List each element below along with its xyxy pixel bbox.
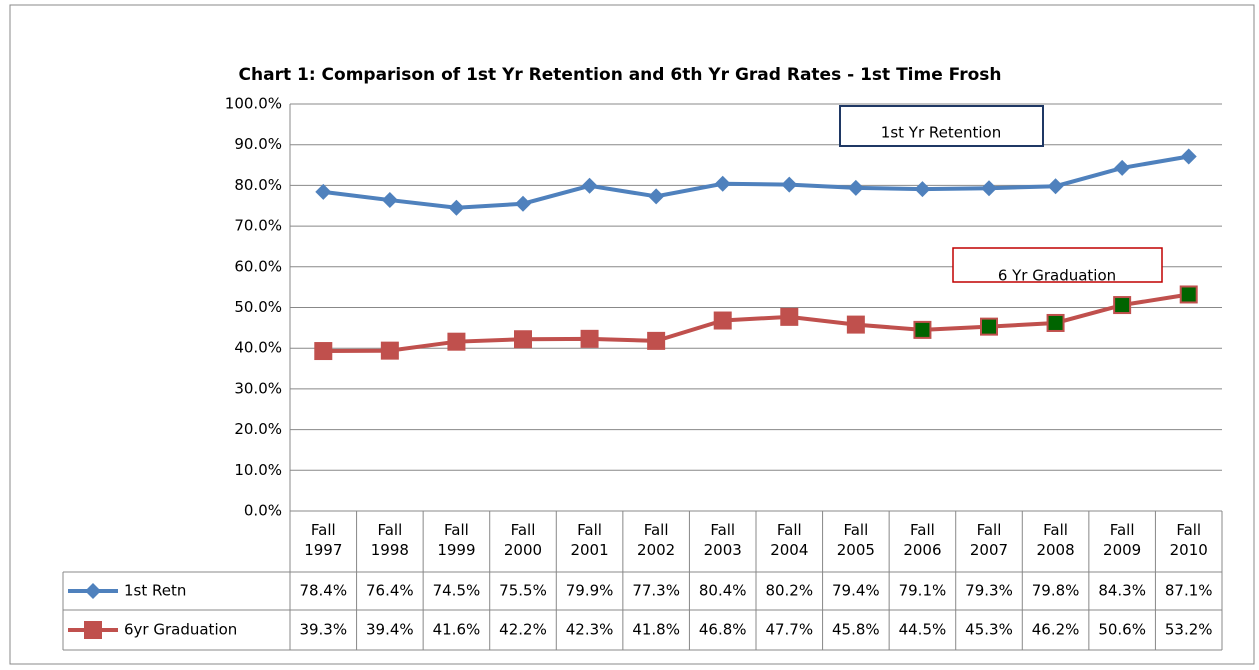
x-tick-label: Fall 1998 <box>370 521 409 559</box>
annotation: 1st Yr Retention <box>881 124 1001 142</box>
value-label: 42.3% <box>566 621 614 639</box>
y-tick-label: 0.0% <box>244 502 282 520</box>
value-label: 78.4% <box>299 582 347 600</box>
y-tick-label: 40.0% <box>234 339 282 357</box>
annotation-box <box>952 247 1163 283</box>
chart-border <box>9 4 1255 665</box>
x-tick-label: Fall 2009 <box>1103 521 1142 559</box>
marker <box>847 179 864 196</box>
marker <box>914 181 931 198</box>
value-label: 45.3% <box>965 621 1013 639</box>
marker <box>515 195 531 212</box>
value-label: 46.8% <box>699 621 747 639</box>
value-label: 42.2% <box>499 621 547 639</box>
annotation: 6 Yr Graduation <box>998 267 1116 285</box>
chart-title: Chart 1: Comparison of 1st Yr Retention … <box>239 65 1002 85</box>
x-tick-label: Fall 2008 <box>1036 521 1075 559</box>
x-tick-label: Fall 2000 <box>503 521 543 559</box>
value-label: 75.5% <box>499 582 547 600</box>
x-tick-label: Fall 2001 <box>570 521 609 559</box>
x-tick-label: Fall 1997 <box>304 521 343 559</box>
legend-label: 1st Retn <box>124 582 186 600</box>
marker <box>1180 148 1197 165</box>
marker <box>1113 296 1132 315</box>
value-label: 79.3% <box>965 582 1013 600</box>
x-tick-label: Fall 2007 <box>969 521 1009 559</box>
legend-label: 6yr Graduation <box>124 621 237 639</box>
value-label: 50.6% <box>1098 621 1146 639</box>
x-tick-label: Fall 2010 <box>1169 521 1208 559</box>
marker <box>381 192 398 209</box>
marker <box>1114 159 1131 176</box>
y-tick-label: 10.0% <box>234 461 282 479</box>
value-label: 79.4% <box>832 582 880 600</box>
value-label: 46.2% <box>1032 621 1080 639</box>
y-tick-label: 60.0% <box>234 257 282 275</box>
value-label: 41.6% <box>433 621 481 639</box>
y-tick-label: 90.0% <box>234 135 282 153</box>
marker <box>713 311 732 330</box>
marker <box>647 331 666 350</box>
series-line <box>323 292 1190 354</box>
marker <box>448 199 465 216</box>
marker <box>780 307 799 326</box>
marker <box>380 341 399 360</box>
marker <box>781 176 798 193</box>
marker <box>648 188 665 205</box>
y-tick-label: 80.0% <box>234 176 282 194</box>
marker <box>1046 313 1065 332</box>
y-tick-label: 70.0% <box>234 217 282 235</box>
x-tick-label: Fall 2002 <box>637 521 676 559</box>
marker <box>580 329 599 348</box>
value-label: 47.7% <box>765 621 813 639</box>
marker <box>84 621 102 639</box>
x-tick-label: Fall 2005 <box>836 521 875 559</box>
value-label: 39.3% <box>299 621 347 639</box>
marker <box>1179 285 1198 304</box>
value-label: 80.2% <box>765 582 813 600</box>
marker <box>514 330 532 349</box>
marker <box>1047 178 1064 195</box>
value-label: 80.4% <box>699 582 747 600</box>
marker <box>315 183 332 200</box>
marker <box>980 317 998 336</box>
value-label: 87.1% <box>1165 582 1213 600</box>
annotation-box <box>839 105 1044 147</box>
value-label: 44.5% <box>899 621 947 639</box>
value-label: 79.8% <box>1032 582 1080 600</box>
marker <box>981 180 997 197</box>
y-tick-label: 100.0% <box>225 95 282 113</box>
marker <box>314 342 333 361</box>
series-line <box>323 154 1190 210</box>
value-label: 74.5% <box>433 582 481 600</box>
value-label: 79.9% <box>566 582 614 600</box>
x-tick-label: Fall 2003 <box>703 521 742 559</box>
x-tick-label: Fall 2004 <box>770 521 809 559</box>
y-tick-label: 30.0% <box>234 379 282 397</box>
y-tick-label: 20.0% <box>234 420 282 438</box>
value-label: 77.3% <box>632 582 680 600</box>
marker <box>581 177 598 194</box>
value-label: 45.8% <box>832 621 880 639</box>
value-label: 53.2% <box>1165 621 1213 639</box>
marker <box>846 315 865 334</box>
marker <box>85 583 101 599</box>
value-label: 41.8% <box>632 621 680 639</box>
value-label: 76.4% <box>366 582 414 600</box>
value-label: 79.1% <box>899 582 947 600</box>
marker <box>447 332 466 351</box>
marker <box>913 320 932 339</box>
value-label: 39.4% <box>366 621 414 639</box>
x-tick-label: Fall 2006 <box>903 521 942 559</box>
y-tick-label: 50.0% <box>234 298 282 316</box>
x-tick-label: Fall 1999 <box>437 521 476 559</box>
value-label: 84.3% <box>1098 582 1146 600</box>
marker <box>714 175 731 192</box>
